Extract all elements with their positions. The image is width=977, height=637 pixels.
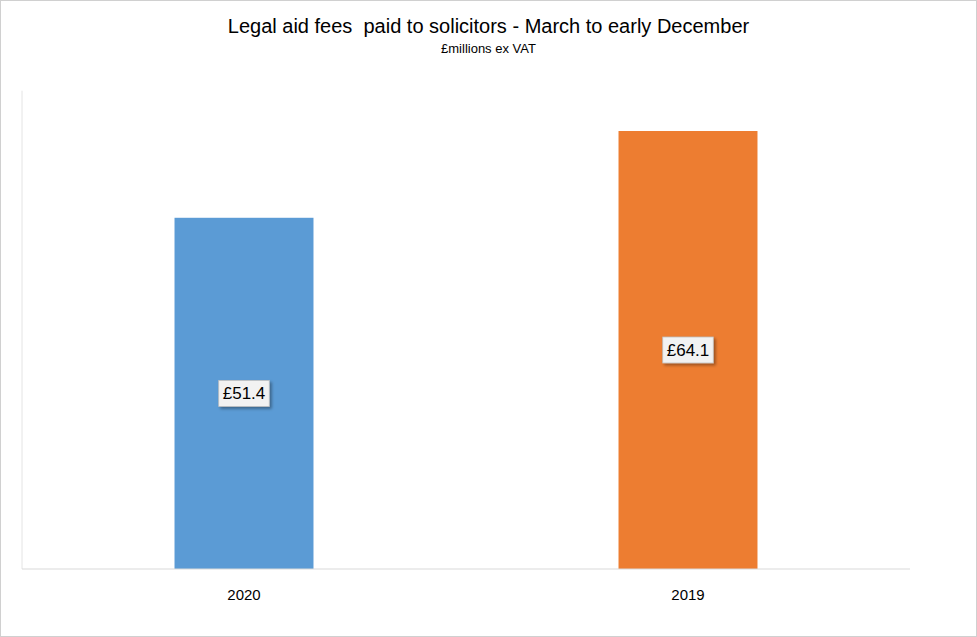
- bars: [175, 131, 758, 569]
- data-label: £64.1: [667, 341, 710, 360]
- category-label: 2019: [671, 586, 704, 603]
- frame: [1, 1, 977, 637]
- chart: Legal aid fees paid to solicitors - Marc…: [0, 0, 977, 637]
- data-label-box: [663, 337, 714, 363]
- bar: [175, 218, 314, 569]
- title: Legal aid fees paid to solicitors - Marc…: [228, 15, 750, 37]
- bar: [619, 131, 758, 569]
- baseline: [22, 569, 910, 570]
- data-label-box: [219, 380, 270, 406]
- labels: 2020 £51.4 2019 £64.1: [219, 337, 714, 603]
- data-label: £51.4: [223, 384, 266, 403]
- category-label: 2020: [227, 586, 260, 603]
- subtitle: £millions ex VAT: [441, 41, 536, 56]
- y-axis-line: [22, 91, 23, 569]
